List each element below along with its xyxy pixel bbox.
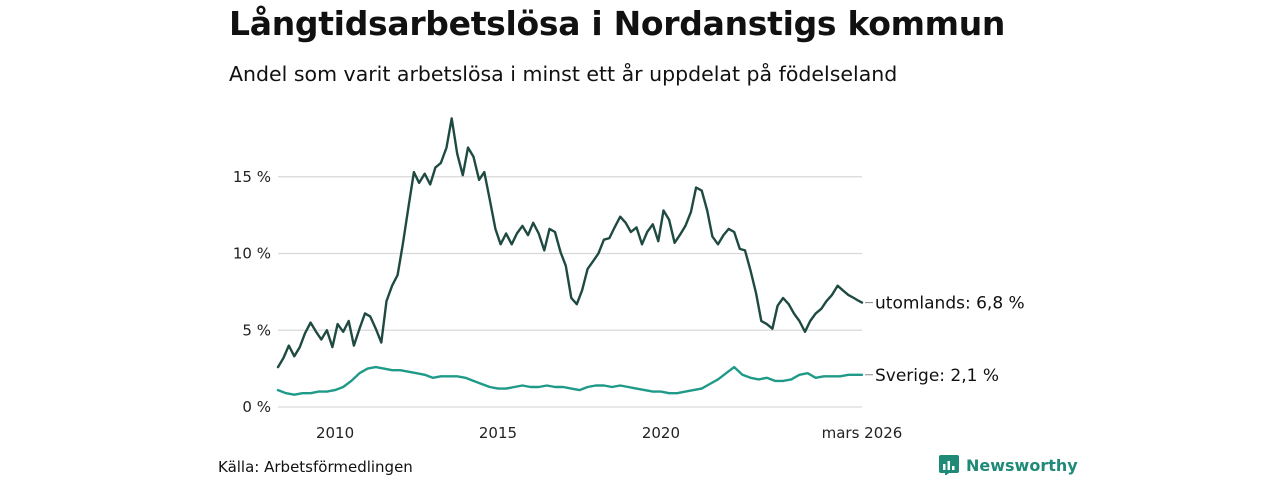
series-lines bbox=[276, 117, 864, 396]
y-axis-ticks: 0 % 5 % 10 % 15 % bbox=[233, 168, 271, 416]
x-axis-ticks: 2010 2015 2020 mars 2026 bbox=[316, 424, 902, 442]
series-end-labels: utomlands: 6,8 % Sverige: 2,1 % bbox=[865, 294, 1025, 386]
chart-title: Långtidsarbetslösa i Nordanstigs kommun bbox=[229, 4, 1006, 43]
y-tick-label: 0 % bbox=[242, 398, 271, 416]
brand: Newsworthy bbox=[939, 455, 1078, 475]
series-end-label-utomlands: utomlands: 6,8 % bbox=[875, 294, 1025, 314]
series-end-label-sverige: Sverige: 2,1 % bbox=[875, 366, 999, 386]
y-tick-label: 15 % bbox=[233, 168, 271, 186]
x-tick-label: mars 2026 bbox=[822, 424, 903, 442]
gridlines bbox=[278, 176, 862, 408]
x-tick-label: 2010 bbox=[316, 424, 354, 442]
y-tick-label: 10 % bbox=[233, 245, 271, 263]
chart-subtitle: Andel som varit arbetslösa i minst ett å… bbox=[229, 62, 898, 86]
series-line-sverige bbox=[276, 365, 864, 396]
x-tick-label: 2015 bbox=[479, 424, 517, 442]
brand-name: Newsworthy bbox=[966, 455, 1078, 475]
newsworthy-logo-icon bbox=[939, 455, 959, 475]
series-line-utomlands bbox=[276, 117, 864, 369]
x-tick-label: 2020 bbox=[642, 424, 680, 442]
source-note: Källa: Arbetsförmedlingen bbox=[218, 458, 413, 476]
y-tick-label: 5 % bbox=[242, 321, 271, 339]
